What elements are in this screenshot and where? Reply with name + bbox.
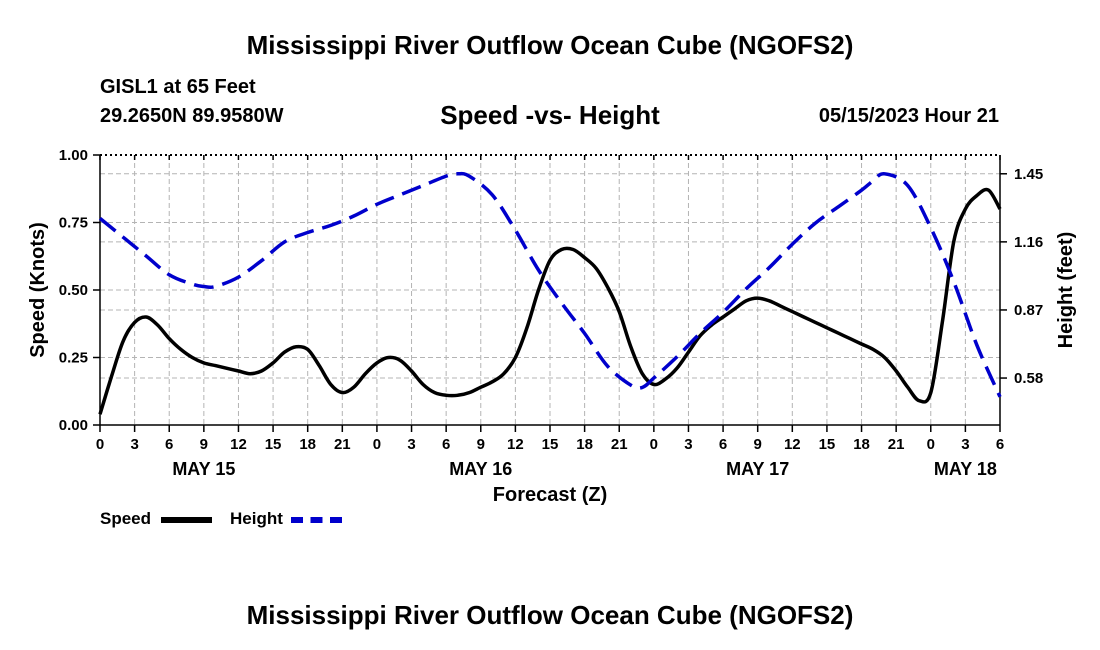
legend-speed-swatch <box>161 517 212 523</box>
x-tick-label: 0 <box>650 436 658 453</box>
y-tick-label: 0.00 <box>59 417 88 434</box>
main-title: Mississippi River Outflow Ocean Cube (NG… <box>246 30 854 60</box>
y2-tick-label: 0.87 <box>1014 302 1043 319</box>
date-label: MAY 17 <box>726 459 789 479</box>
x-tick-label: 3 <box>130 436 138 453</box>
y-tick-label: 1.00 <box>59 147 88 164</box>
x-tick-label: 15 <box>819 436 836 453</box>
x-tick-label: 6 <box>165 436 173 453</box>
x-tick-label: 21 <box>888 436 905 453</box>
x-tick-label: 0 <box>927 436 935 453</box>
y2-axis-title: Height (feet) <box>1055 232 1077 349</box>
y2-tick-label: 1.16 <box>1014 234 1043 251</box>
speed-series-line <box>98 187 1002 415</box>
x-tick-label: 21 <box>611 436 628 453</box>
x-tick-label: 21 <box>334 436 351 453</box>
x-tick-label: 6 <box>442 436 450 453</box>
y2-tick-label: 1.45 <box>1014 166 1043 183</box>
height-series-line <box>98 171 1002 398</box>
x-tick-label: 18 <box>576 436 593 453</box>
y-tick-label: 0.75 <box>59 215 88 232</box>
y-axis-title: Speed (Knots) <box>27 222 49 358</box>
date-label: MAY 18 <box>934 459 997 479</box>
x-tick-label: 12 <box>507 436 524 453</box>
x-tick-label: 18 <box>853 436 870 453</box>
x-tick-label: 9 <box>754 436 762 453</box>
legend-speed-label: Speed <box>100 509 152 528</box>
footer-title: Mississippi River Outflow Ocean Cube (NG… <box>246 600 854 630</box>
x-tick-label: 0 <box>96 436 104 453</box>
x-tick-label: 12 <box>784 436 801 453</box>
x-axis-title: Forecast (Z) <box>493 484 607 506</box>
legend-height-swatch <box>291 517 342 523</box>
x-tick-label: 12 <box>230 436 247 453</box>
x-tick-label: 9 <box>477 436 485 453</box>
y-tick-label: 0.25 <box>59 350 88 367</box>
station-label: GISL1 at 65 Feet <box>100 76 256 98</box>
x-tick-label: 18 <box>299 436 316 453</box>
legend-height-label: Height <box>230 509 283 528</box>
date-label: MAY 15 <box>172 459 235 479</box>
date-label: MAY 16 <box>449 459 512 479</box>
x-tick-label: 9 <box>200 436 208 453</box>
x-tick-label: 6 <box>719 436 727 453</box>
y2-tick-label: 0.58 <box>1014 370 1043 387</box>
x-tick-label: 3 <box>684 436 692 453</box>
x-tick-label: 15 <box>265 436 282 453</box>
x-tick-label: 6 <box>996 436 1004 453</box>
x-tick-label: 0 <box>373 436 381 453</box>
chart-subtitle: Speed -vs- Height <box>440 100 660 130</box>
y-tick-label: 0.50 <box>59 282 88 299</box>
forecast-datetime: 05/15/2023 Hour 21 <box>818 105 999 127</box>
x-tick-label: 3 <box>407 436 415 453</box>
x-tick-label: 3 <box>961 436 969 453</box>
station-coordinates: 29.2650N 89.9580W <box>100 105 284 127</box>
x-tick-label: 15 <box>542 436 559 453</box>
